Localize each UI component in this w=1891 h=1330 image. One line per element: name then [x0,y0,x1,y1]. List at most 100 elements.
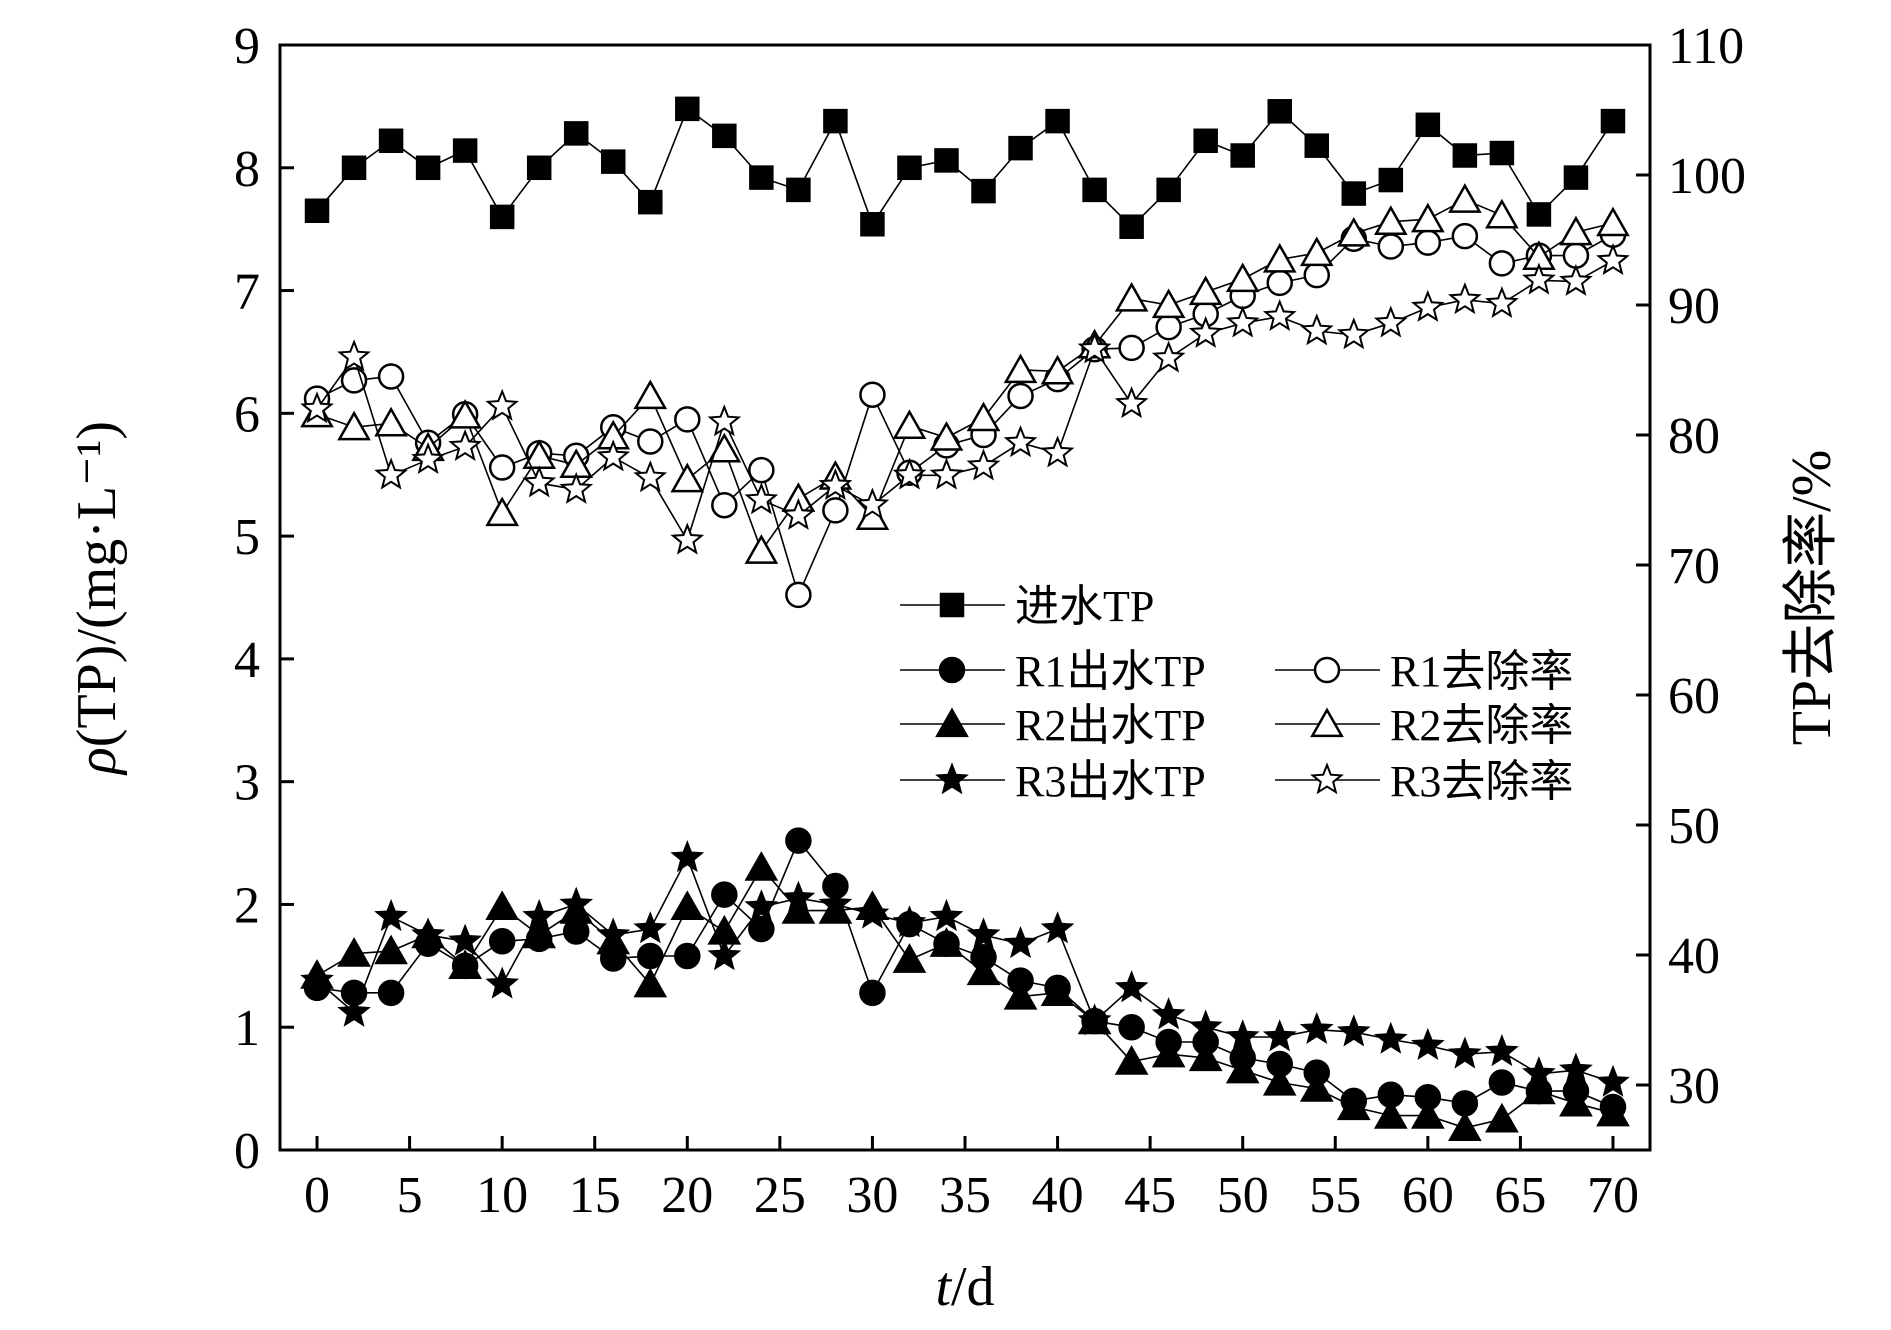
series-line [316,855,1614,1084]
data-point [859,381,886,408]
data-point [670,840,705,873]
data-point [374,406,408,437]
x-axis-title: t/d [935,1256,994,1318]
data-point [675,96,700,122]
data-point [1003,979,1038,1010]
data-point [707,432,742,463]
data-point [415,155,441,181]
data-point [822,497,849,524]
legend-entry: R1出水TP [900,647,1206,696]
data-point [563,121,589,146]
x-tick-label: 35 [939,1167,991,1224]
legend-marker [935,707,969,738]
data-point [1563,165,1589,190]
x-tick-label: 65 [1494,1167,1546,1224]
data-point [1155,313,1182,341]
y-tick-label: 1 [234,1000,260,1057]
data-point [337,339,371,372]
data-point [744,482,779,515]
x-tick-label: 10 [476,1167,528,1224]
data-point [1040,435,1075,468]
legend-entry: 进水TP [900,582,1154,631]
x-tick-label: 25 [754,1167,806,1224]
data-point [711,491,738,519]
data-point [1008,135,1033,161]
data-point [934,148,959,173]
data-point [712,123,737,149]
data-point [596,439,631,472]
data-point [1410,1099,1445,1129]
data-point [1410,1027,1445,1061]
data-point [1596,1096,1630,1127]
y-tick-label: 8 [234,141,260,198]
data-point [1522,262,1556,295]
y2-tick-label: 50 [1668,798,1720,855]
y2-tick-label: 40 [1668,928,1720,985]
data-point [1262,1065,1297,1096]
y-tick-label: 2 [234,877,260,934]
data-point [1559,263,1593,296]
data-point [448,949,482,979]
data-point [892,943,927,973]
data-point [489,204,515,230]
data-point [823,108,848,134]
data-point [485,890,520,921]
data-point [1336,216,1371,247]
data-point [1336,317,1371,350]
data-point [637,428,664,455]
x-tick-label: 50 [1217,1167,1269,1224]
y-tick-label: 3 [234,755,260,812]
data-point [559,886,594,919]
data-point [337,410,371,441]
data-point [1336,1090,1371,1121]
data-point [1262,298,1297,332]
data-point [1448,183,1482,213]
data-point [711,881,738,908]
legend-marker [938,656,966,684]
legend-label: R2出水TP [1015,701,1206,750]
data-point [633,460,668,493]
legend-entry: R2去除率 [1275,701,1573,750]
data-point [1225,1053,1260,1084]
data-point [377,979,405,1007]
data-point [1077,331,1112,364]
data-point [411,441,446,475]
data-point [748,915,775,943]
legend-entry: R3去除率 [1275,757,1573,806]
data-point [1526,202,1552,227]
y2-tick-label: 110 [1668,18,1744,75]
data-point [670,890,705,921]
data-point [1262,1019,1297,1052]
data-point [1225,262,1260,293]
y2-axis-title: TP去除率/% [1781,450,1843,746]
data-point [1559,215,1593,246]
data-point [749,165,774,190]
data-point [1156,177,1181,203]
y2-tick-label: 60 [1668,668,1720,725]
legend-entry: R1去除率 [1275,647,1573,696]
data-point [1596,206,1630,237]
data-point [638,189,663,215]
data-point [300,962,334,995]
data-point [1188,1009,1223,1042]
legend: 进水TP R1出水TP R2出水TP R3出水TP R1去除率 R2去除率 R3去除率 [900,582,1573,806]
legend-marker [1310,707,1344,738]
data-point [1118,1013,1145,1041]
data-point [1045,108,1070,134]
data-point [855,487,890,520]
data-point [337,994,371,1027]
data-point [378,128,404,154]
data-point [785,581,812,609]
data-point [448,923,482,956]
data-point [1373,1021,1408,1054]
y-tick-label: 7 [234,264,260,321]
data-point [1596,243,1630,276]
y2-tick-label: 70 [1668,538,1720,595]
data-point [374,457,408,490]
data-point [485,496,520,527]
data-point [1299,1072,1334,1102]
data-point [781,880,816,913]
data-point [1411,289,1445,322]
legend-marker [939,592,965,618]
